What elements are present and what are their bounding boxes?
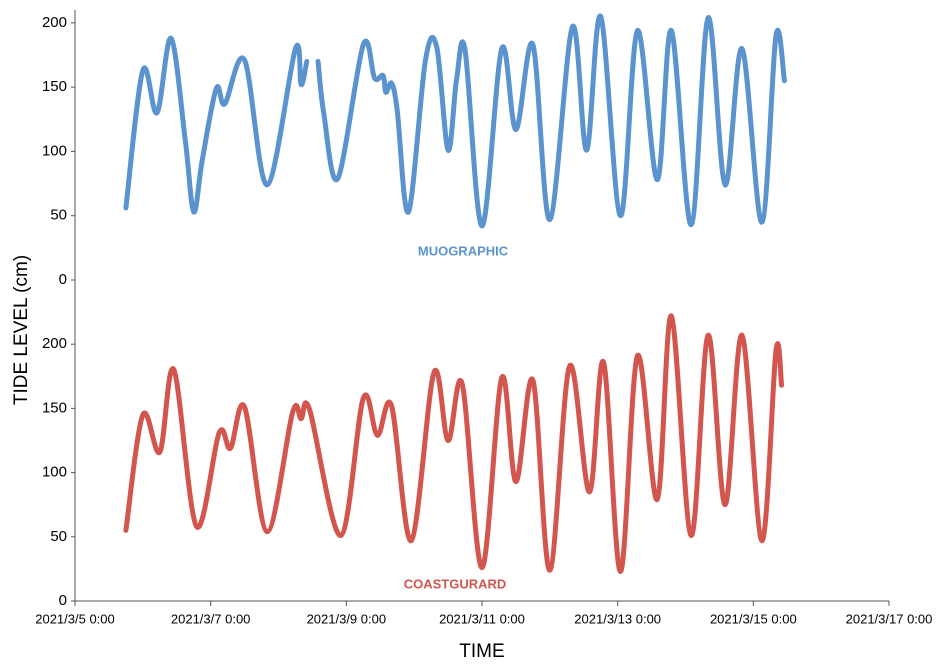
x-tick-label: 2021/3/9 0:00 (307, 611, 387, 626)
y-tick-label: 100 (42, 142, 67, 159)
annotation: MUOGRAPHIC (418, 243, 509, 258)
x-tick-label: 2021/3/15 0:00 (710, 611, 797, 626)
y-tick-label: 150 (42, 78, 67, 95)
x-tick-label: 2021/3/11 0:00 (439, 611, 525, 626)
y-axis-title: TIDE LEVEL (cm) (11, 255, 32, 405)
data-line (123, 35, 310, 215)
data-line (123, 313, 785, 574)
y-tick-label: 0 (59, 592, 67, 609)
y-tick-label: 50 (50, 528, 67, 545)
y-tick-label: 50 (50, 207, 67, 224)
y-tick-label: 100 (42, 464, 67, 481)
x-tick-label: 2021/3/7 0:00 (171, 611, 251, 626)
x-tick-label: 2021/3/17 0:00 (846, 611, 933, 626)
annotation: COASTGURARD (404, 576, 507, 591)
data-line (315, 13, 787, 229)
y-tick-label: 0 (59, 271, 67, 288)
x-tick-label: 2021/3/5 0:00 (35, 611, 115, 626)
y-tick-label: 200 (42, 335, 67, 352)
x-tick-label: 2021/3/13 0:00 (574, 611, 661, 626)
y-tick-label: 200 (42, 14, 67, 31)
x-axis-title: TIME (459, 641, 504, 662)
y-tick-label: 150 (42, 399, 67, 416)
